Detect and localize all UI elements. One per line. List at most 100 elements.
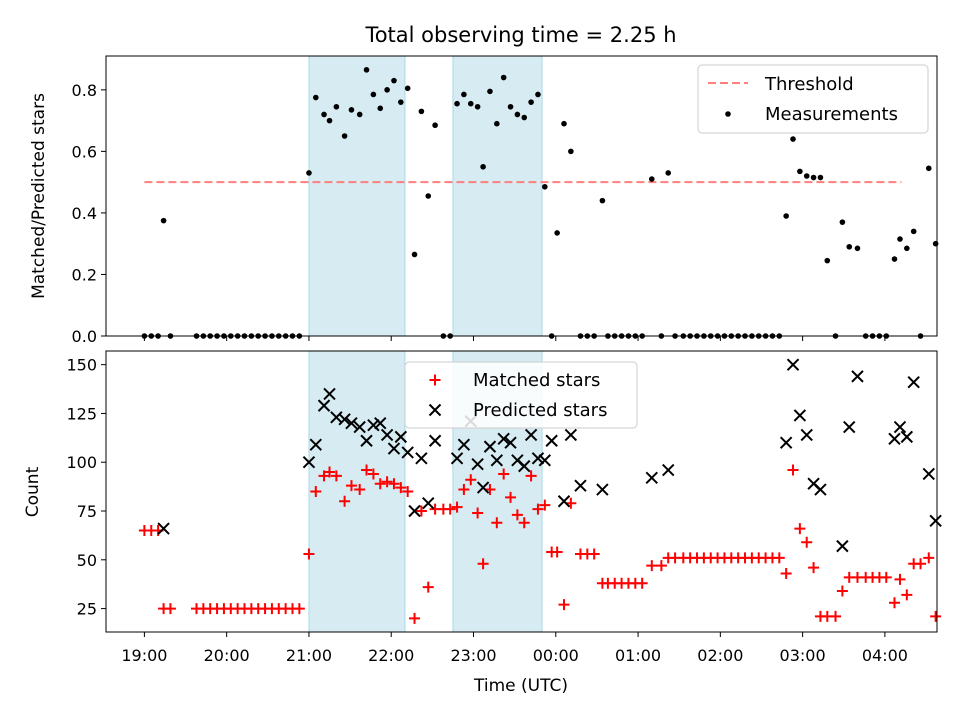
matched-star-point xyxy=(532,503,544,515)
matched-star-point xyxy=(880,571,892,583)
measurement-point xyxy=(554,230,560,236)
top-y-axis-label: Matched/Predicted stars xyxy=(29,93,49,299)
measurement-point xyxy=(313,94,319,101)
predicted-star-point xyxy=(476,481,490,494)
matched-star-point xyxy=(303,548,315,560)
measurement-point xyxy=(846,243,853,250)
matched-star-point xyxy=(636,577,648,589)
predicted-star-point xyxy=(524,428,538,442)
measurement-point xyxy=(160,217,167,224)
top-shaded-window xyxy=(452,55,543,337)
measurement-point xyxy=(474,103,481,110)
measurement-point xyxy=(803,173,810,179)
x-tick-label: 19:00 xyxy=(121,646,167,665)
x-tick-label: 04:00 xyxy=(862,646,908,665)
matched-star-point xyxy=(901,589,913,601)
matched-star-point xyxy=(422,581,434,593)
predicted-star-point xyxy=(786,358,800,371)
matched-star-point xyxy=(915,558,927,570)
x-tick-label: 22:00 xyxy=(368,646,414,665)
measurement-point xyxy=(384,87,390,93)
legend-measurements-swatch xyxy=(725,111,731,117)
x-tick-label: 21:00 xyxy=(286,646,332,665)
bottom-y-tick-label: 25 xyxy=(77,600,97,619)
legend-predicted-label: Predicted stars xyxy=(473,400,607,421)
top-y-tick-label: 0.0 xyxy=(72,327,97,346)
matched-star-point xyxy=(894,573,906,585)
x-tick-label: 02:00 xyxy=(697,646,743,665)
measurement-point xyxy=(507,103,514,110)
measurement-point xyxy=(500,74,507,81)
predicted-star-point xyxy=(538,454,552,467)
predicted-star-point xyxy=(545,434,558,447)
predicted-star-point xyxy=(662,463,675,477)
measurement-point xyxy=(648,176,655,182)
measurement-point xyxy=(333,103,340,110)
matched-star-point xyxy=(930,610,942,622)
matched-star-point xyxy=(518,517,530,529)
matched-star-point xyxy=(330,470,342,482)
top-y-tick-label: 0.8 xyxy=(72,81,97,100)
predicted-star-point xyxy=(394,430,408,444)
predicted-star-point xyxy=(504,436,517,449)
top-axes-frame xyxy=(105,55,938,337)
measurement-point xyxy=(306,170,312,176)
matched-star-point xyxy=(293,603,305,615)
matched-star-point xyxy=(472,507,484,519)
matched-star-point xyxy=(415,505,427,517)
matched-star-point xyxy=(646,560,658,572)
measurement-point xyxy=(897,236,903,242)
measurement-point xyxy=(425,193,432,199)
x-tick-label: 03:00 xyxy=(780,646,826,665)
top-y-tick-label: 0.4 xyxy=(72,204,97,223)
measurement-point xyxy=(370,91,377,98)
predicted-star-point xyxy=(497,432,510,446)
matched-star-point xyxy=(836,585,848,597)
top-y-tick-label: 0.2 xyxy=(72,265,97,284)
matched-star-point xyxy=(794,523,806,535)
measurement-point xyxy=(568,148,574,155)
predicted-star-point xyxy=(922,467,935,481)
predicted-star-point xyxy=(490,454,504,467)
matched-star-point xyxy=(923,552,935,564)
matched-star-point xyxy=(388,478,400,490)
predicted-star-point xyxy=(450,452,464,465)
measurement-point xyxy=(839,219,846,225)
predicted-star-point xyxy=(317,399,331,412)
predicted-star-point xyxy=(779,436,793,449)
top-y-tick-label: 0.6 xyxy=(72,142,97,161)
matched-star-point xyxy=(310,486,322,497)
bottom-panel: 25 50 75 100 125 150 19:00 20:00 21:00 22:00 23:00… xyxy=(66,350,942,665)
matched-star-point xyxy=(354,484,366,496)
bottom-y-tick-label: 125 xyxy=(66,404,97,423)
measurement-point xyxy=(783,213,789,219)
measurement-point xyxy=(891,256,898,262)
predicted-star-point xyxy=(428,434,442,447)
measurement-point xyxy=(910,228,917,235)
top-shaded-window xyxy=(308,55,406,337)
predicted-star-point xyxy=(380,428,394,442)
bottom-legend: Matched stars Predicted stars xyxy=(404,361,638,429)
legend-measurements-label: Measurements xyxy=(765,104,898,125)
predicted-star-point xyxy=(564,428,578,442)
predicted-star-point xyxy=(483,440,497,453)
x-tick-label: 23:00 xyxy=(450,646,496,665)
matched-star-point xyxy=(808,562,820,574)
measurement-point xyxy=(454,100,460,107)
measurement-point xyxy=(904,245,910,252)
measurement-point xyxy=(665,170,672,176)
top-panel: 0.0 0.2 0.4 0.6 0.8 Threshold Measurements xyxy=(72,55,939,346)
matched-star-point xyxy=(539,499,551,511)
predicted-star-point xyxy=(836,539,849,553)
bottom-y-tick-label: 150 xyxy=(66,356,97,375)
predicted-star-point xyxy=(360,434,373,447)
predicted-star-point xyxy=(408,504,421,518)
predicted-star-point xyxy=(338,413,351,426)
bottom-y-tick-label: 75 xyxy=(77,502,97,521)
predicted-star-point xyxy=(893,420,907,434)
matched-star-point xyxy=(345,480,357,492)
measurement-point xyxy=(348,107,355,113)
measurement-point xyxy=(411,251,418,258)
legend-threshold-label: Threshold xyxy=(764,74,854,95)
